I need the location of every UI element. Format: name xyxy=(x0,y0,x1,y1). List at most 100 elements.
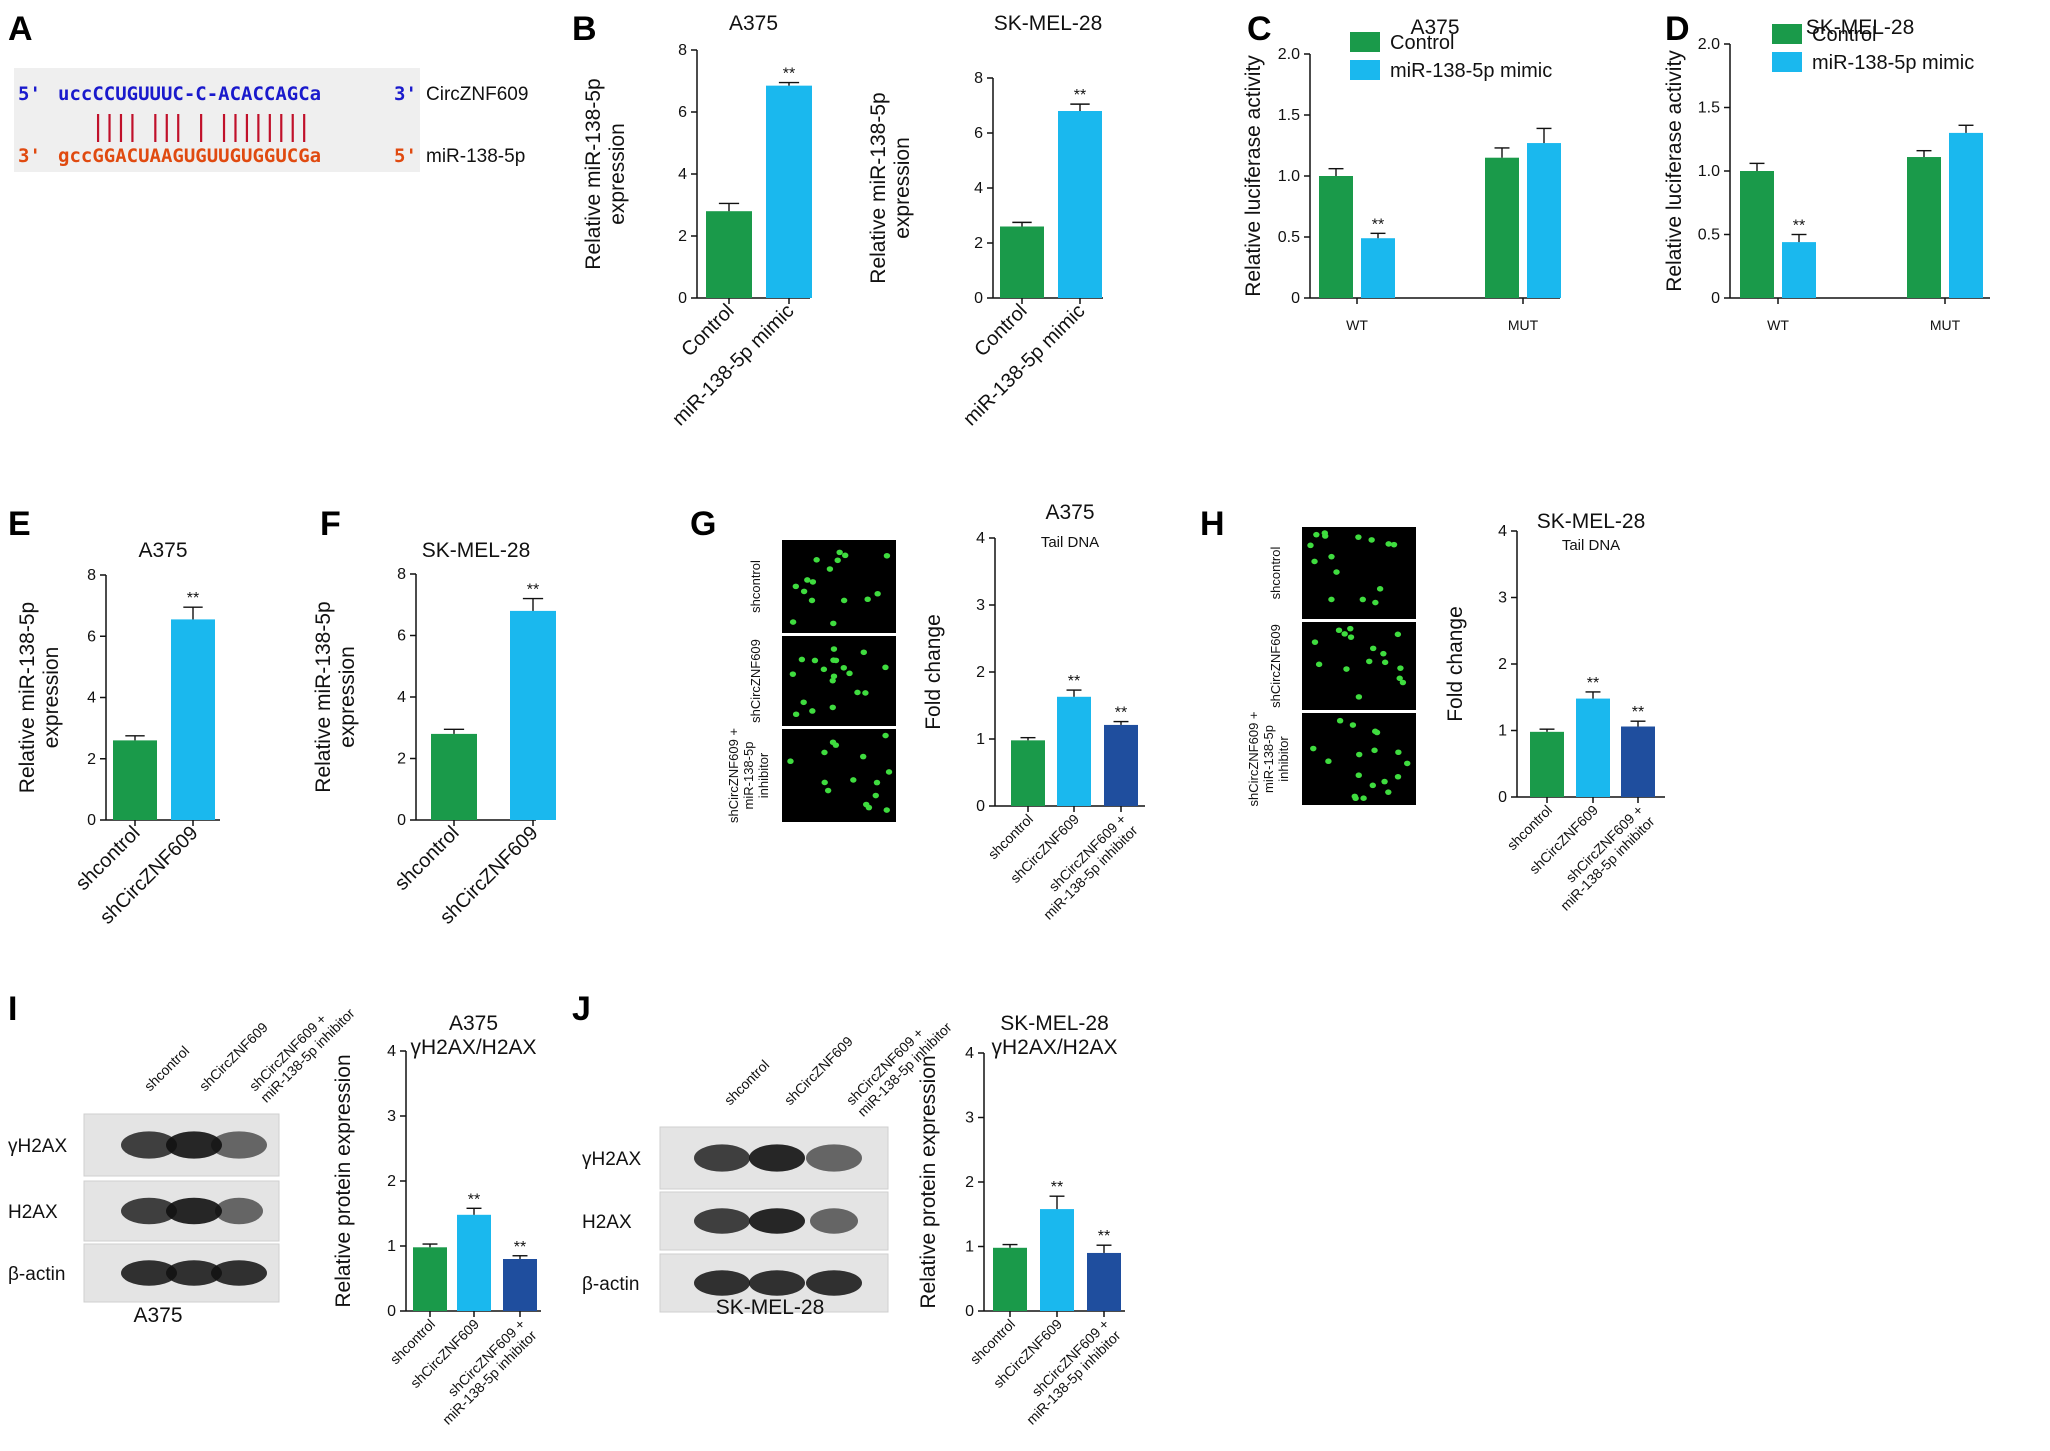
panel-letter-h: H xyxy=(1200,505,1225,543)
bar xyxy=(510,610,556,820)
comet-cell xyxy=(1369,645,1377,652)
comet-cell xyxy=(1385,789,1392,795)
comet-row-label: shcontrol xyxy=(748,560,763,613)
comet-cell xyxy=(1399,679,1407,686)
chart-title: SK-MEL-28 xyxy=(994,12,1103,35)
x-category-label: MUT xyxy=(1508,317,1539,333)
significance-label: ** xyxy=(1115,705,1127,722)
y-tick-label: 1.5 xyxy=(1698,100,1720,117)
chart-title: A375 xyxy=(729,12,778,35)
panel-a: A 5' uccCCUGUUUC-C-ACACCAGCa 3' CircZNF6… xyxy=(8,10,528,172)
comet-cell xyxy=(820,666,828,673)
comet-cell xyxy=(834,557,841,564)
comet-cell xyxy=(789,619,797,625)
chart-e: E A375 0 2 4 6 8 Relative miR-138-5pexpression *… xyxy=(8,505,220,929)
y-axis-label: Relative miR-138-5pexpression xyxy=(867,92,914,283)
bar xyxy=(706,211,752,298)
blot-band xyxy=(749,1208,805,1234)
comet-cell xyxy=(1355,772,1362,779)
x-category-label: WT xyxy=(1767,317,1789,333)
y-tick-label: 2 xyxy=(976,664,985,681)
y-tick-label: 1.0 xyxy=(1698,163,1720,180)
comet-cell xyxy=(798,656,806,663)
comet-cell xyxy=(864,596,871,603)
y-tick-label: 2 xyxy=(965,1174,974,1191)
comet-cell xyxy=(832,657,840,664)
y-tick-label: 0 xyxy=(1498,789,1507,806)
y-tick-label: 0 xyxy=(397,812,406,829)
blot-band xyxy=(166,1260,222,1286)
y-tick-label: 4 xyxy=(397,689,406,706)
y-tick-label: 4 xyxy=(1498,523,1507,540)
comet-cell xyxy=(1394,631,1402,638)
strand-top-5prime: 5' xyxy=(18,83,41,105)
bar xyxy=(1040,1209,1074,1311)
comet-row-label: shCircZNF609 +miR-138-5pinhibitor xyxy=(1246,712,1291,807)
comet-cell xyxy=(787,758,794,765)
comet-cell xyxy=(1356,751,1363,758)
comet-cell xyxy=(821,749,828,756)
legend-swatch xyxy=(1350,32,1380,52)
y-tick-label: 4 xyxy=(974,180,983,197)
y-tick-label: 3 xyxy=(965,1110,974,1127)
blot-band xyxy=(121,1131,177,1159)
significance-label: ** xyxy=(1051,1179,1063,1196)
chart-j: SK-MEL-28 γH2AX/H2AX 0 1 2 3 4 Relative protein… xyxy=(917,1012,1125,1428)
comet-cell xyxy=(821,779,828,786)
y-tick-label: 4 xyxy=(87,690,96,707)
comet-cell xyxy=(1380,650,1387,657)
chart-title: A375 xyxy=(1410,16,1459,39)
comet-cell xyxy=(860,649,867,656)
bar xyxy=(1087,1252,1121,1311)
comet-cell xyxy=(1395,749,1402,756)
comet-cell xyxy=(882,732,889,739)
comet-cell xyxy=(883,807,890,813)
bar xyxy=(1057,696,1091,806)
significance-label: ** xyxy=(1372,216,1384,233)
chart-i: A375 γH2AX/H2AX 0 1 2 3 4 Relative protein expr… xyxy=(332,1012,541,1428)
bar xyxy=(1011,740,1045,806)
y-tick-label: 1 xyxy=(976,731,985,748)
y-tick-label: 6 xyxy=(974,125,983,142)
comet-cell xyxy=(813,557,820,563)
comet-cell xyxy=(1313,531,1320,538)
comet-cell xyxy=(1347,625,1354,632)
comet-cell xyxy=(1404,760,1411,767)
comet-cell xyxy=(1372,599,1379,606)
comet-cell xyxy=(1396,675,1403,682)
blot-band xyxy=(749,1270,805,1296)
comet-cell xyxy=(809,708,816,714)
chart-f: F SK-MEL-28 0 2 4 6 8 Relative miR-138-5pexpres… xyxy=(312,505,556,929)
bar xyxy=(1104,724,1138,806)
panel-letter-d: D xyxy=(1665,10,1690,48)
bar xyxy=(1319,176,1353,298)
blot-band xyxy=(749,1144,805,1172)
significance-label: ** xyxy=(187,590,199,607)
comet-cell xyxy=(1359,596,1366,603)
comet-cell xyxy=(826,566,834,572)
legend-label: Control xyxy=(1390,32,1454,54)
y-tick-label: 2.0 xyxy=(1278,46,1300,63)
y-tick-label: 4 xyxy=(965,1045,974,1062)
comet-cell xyxy=(830,646,838,652)
y-axis-label: Relative luciferase activity xyxy=(1663,50,1686,292)
panel-letter-e: E xyxy=(8,505,31,543)
comet-cell xyxy=(1352,795,1359,802)
y-tick-label: 6 xyxy=(87,628,96,645)
bar xyxy=(1782,242,1816,298)
legend-swatch xyxy=(1772,24,1802,44)
comet-cell xyxy=(842,552,849,559)
y-tick-label: 0.5 xyxy=(1698,227,1720,244)
bar xyxy=(1000,226,1044,298)
blot-band xyxy=(121,1260,177,1286)
comet-cell xyxy=(832,742,840,748)
y-tick-label: 1.0 xyxy=(1278,168,1300,185)
chart-subtitle: Tail DNA xyxy=(1562,537,1620,554)
chart-d: D SK-MEL-28 0 0.5 1.0 1.5 2.0 Relative lucifera… xyxy=(1663,10,1990,333)
y-axis-label: Fold change xyxy=(1444,606,1467,722)
blot-row-label: H2AX xyxy=(8,1202,58,1223)
blot-band xyxy=(694,1144,750,1172)
comet-cell xyxy=(1321,530,1328,536)
significance-label: ** xyxy=(527,582,539,599)
significance-label: ** xyxy=(514,1239,526,1256)
